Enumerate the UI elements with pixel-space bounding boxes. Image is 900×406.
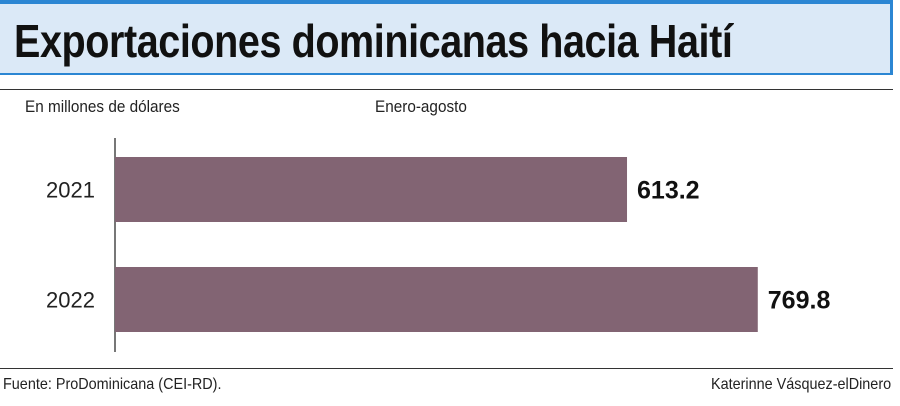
title-band: Exportaciones dominicanas hacia Haití xyxy=(0,0,893,75)
source-note: Fuente: ProDominicana (CEI-RD). xyxy=(3,376,222,393)
value-label-2022: 769.8 xyxy=(768,287,831,315)
unit-label: En millones de dólares xyxy=(25,97,180,116)
bar-2022 xyxy=(115,267,758,332)
author-credit: Katerinne Vásquez-elDinero xyxy=(710,376,891,393)
chart-title: Exportaciones dominicanas hacia Haití xyxy=(14,15,733,67)
top-rule xyxy=(0,89,893,90)
period-label: Enero-agosto xyxy=(375,97,467,116)
category-label-2021: 2021 xyxy=(46,178,95,203)
bottom-rule xyxy=(0,368,893,369)
category-label-2022: 2022 xyxy=(46,288,95,313)
value-label-2021: 613.2 xyxy=(637,177,700,205)
bar-2021 xyxy=(115,157,628,222)
bar-chart: 2021 613.2 2022 769.8 xyxy=(46,138,831,352)
